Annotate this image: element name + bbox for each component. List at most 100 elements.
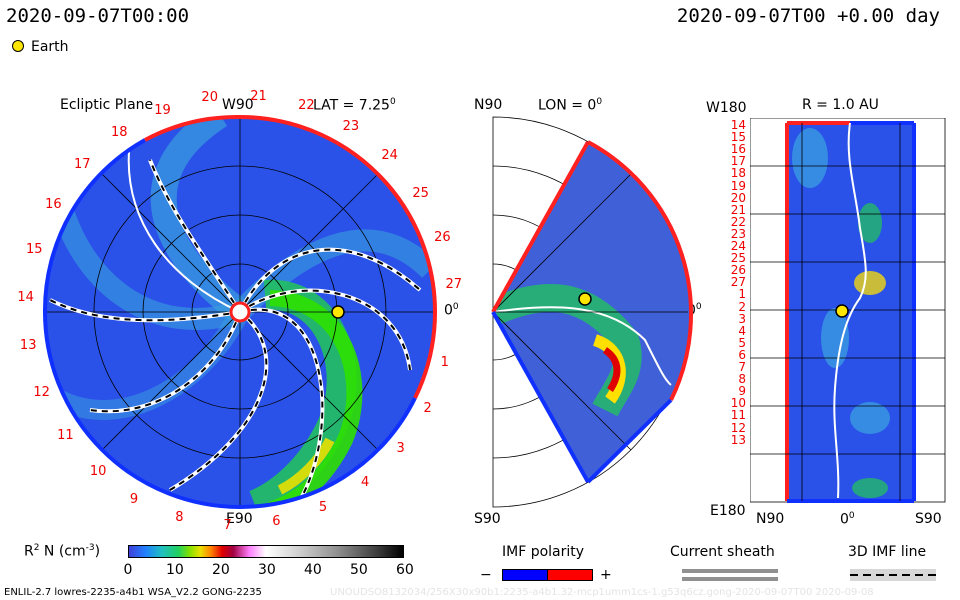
earth-marker-icon: [578, 292, 592, 306]
earth-legend-icon: [12, 40, 24, 52]
radial-row-label: 16: [730, 142, 746, 157]
start-time: 2020-09-07T00:00: [6, 5, 190, 27]
imf-3d-title: 3D IMF line: [848, 544, 927, 560]
imf-3d-swatch: [850, 569, 936, 581]
radial-row-label: 23: [730, 226, 746, 241]
e90-label: E90: [226, 511, 253, 527]
colorbar-tick-label: 40: [304, 562, 322, 578]
rotation-label: 1: [440, 355, 449, 370]
rotation-label: 15: [25, 241, 43, 257]
ecliptic-plane-plot: [42, 114, 438, 510]
current-sheath-swatch: [682, 569, 778, 573]
lon-label: LON = 00: [538, 97, 603, 114]
density-spirals: [49, 117, 435, 507]
colorbar-tick-label: 50: [350, 562, 368, 578]
radial-row-label: 1: [738, 287, 746, 302]
radial-row-label: 26: [730, 263, 746, 278]
rotation-label: 9: [129, 492, 139, 508]
radial-row-label: 17: [730, 154, 746, 169]
radial-row-label: 12: [730, 420, 746, 435]
radial-row-label: 18: [730, 166, 746, 181]
rotation-label: 23: [342, 118, 360, 134]
radial-row-label: 3: [738, 311, 746, 326]
imf-negative-swatch: [502, 569, 548, 581]
radial-row-label: 2: [738, 299, 746, 314]
radial-row-label: 13: [730, 432, 746, 447]
imf-minus-label: −: [480, 567, 492, 583]
rotation-label: 24: [381, 148, 398, 164]
ecliptic-title: Ecliptic Plane: [60, 97, 154, 113]
imf-polarity-title: IMF polarity: [502, 544, 585, 560]
radial-row-label: 8: [738, 372, 746, 387]
rotation-label: 7: [223, 517, 232, 533]
earth-marker-icon: [331, 305, 345, 319]
e180-label: E180: [710, 503, 746, 519]
rotation-label: 6: [272, 514, 281, 530]
radial-s90-label: S90: [915, 511, 942, 527]
earth-marker-icon: [835, 304, 849, 318]
radial-row-label: 6: [738, 347, 746, 362]
radial-row-label: 20: [730, 190, 746, 205]
rotation-label: 22: [298, 98, 315, 114]
watermark: UNOUDSO8132034/256X30x90b1:2235-a4b1.32-…: [330, 587, 874, 598]
rotation-label: 12: [33, 385, 50, 401]
rotation-label: 13: [19, 338, 37, 354]
rotation-label: 8: [175, 510, 184, 526]
rotation-label: 3: [396, 441, 405, 457]
s90-label: S90: [474, 511, 501, 527]
colorbar-tick-label: 0: [123, 562, 133, 578]
rotation-label: 11: [57, 428, 74, 444]
rotation-label: 25: [412, 186, 429, 202]
sun-icon: [229, 301, 251, 323]
ecliptic-zero-label: 00: [444, 302, 459, 319]
radial-n90-label: N90: [756, 511, 785, 527]
rotation-label: 2: [423, 400, 432, 416]
n90-label: N90: [474, 97, 503, 113]
elapsed-time: 2020-09-07T00 +0.00 day: [676, 5, 940, 27]
rotation-label: 17: [73, 157, 91, 173]
positive-polarity-arc: [239, 115, 438, 399]
meridional-plane-plot: [491, 116, 693, 508]
w90-label: W90: [222, 97, 254, 113]
rotation-label: 10: [89, 464, 107, 480]
rotation-label: 27: [445, 277, 462, 293]
sector-boundaries: [49, 139, 422, 501]
model-info: ENLIL-2.7 lowres-2235-a4b1 WSA_V2.2 GONG…: [4, 587, 262, 598]
rotation-label: 21: [250, 88, 267, 104]
colorbar-tick-label: 30: [258, 562, 276, 578]
earth-legend-label: Earth: [31, 39, 69, 55]
radial-row-label: 9: [738, 384, 746, 399]
radial-row-label: 10: [730, 396, 746, 411]
radial-row-label: 7: [738, 360, 746, 374]
negative-polarity-arc: [42, 138, 417, 510]
w180-label: W180: [706, 100, 747, 116]
radial-row-label: 4: [738, 323, 746, 338]
radial-row-label: 22: [730, 214, 746, 229]
current-sheath-title: Current sheath: [670, 544, 775, 560]
rotation-label: 19: [154, 102, 171, 118]
density-colorbar: [128, 545, 404, 558]
colorbar-tick-label: 60: [396, 562, 414, 578]
radial-row-label: 25: [730, 251, 746, 266]
imf-positive-swatch: [547, 569, 593, 581]
rotation-label: 4: [360, 475, 370, 490]
rotation-label: 20: [201, 90, 218, 106]
rotation-label: 16: [45, 196, 62, 212]
radial-row-label: 19: [730, 178, 746, 193]
radial-row-label: 24: [730, 239, 746, 253]
rotation-label: 14: [17, 289, 34, 305]
radial-zero-label: 00: [840, 511, 855, 528]
colorbar-tick-label: 20: [212, 562, 230, 578]
rotation-label: 18: [110, 125, 128, 141]
lat-label: LAT = 7.250: [313, 97, 396, 114]
radial-row-label: 14: [730, 118, 746, 132]
radial-row-label: 11: [730, 408, 746, 423]
radial-row-label: 15: [730, 130, 746, 145]
colorbar-label: R2 N (cm-3): [24, 543, 101, 560]
radial-row-label: 5: [738, 335, 746, 350]
radial-title: R = 1.0 AU: [802, 97, 879, 113]
rotation-label: 26: [434, 229, 451, 245]
radial-row-label: 21: [730, 202, 746, 217]
imf-plus-label: +: [600, 567, 612, 583]
radial-latlon-plot: [750, 118, 946, 503]
